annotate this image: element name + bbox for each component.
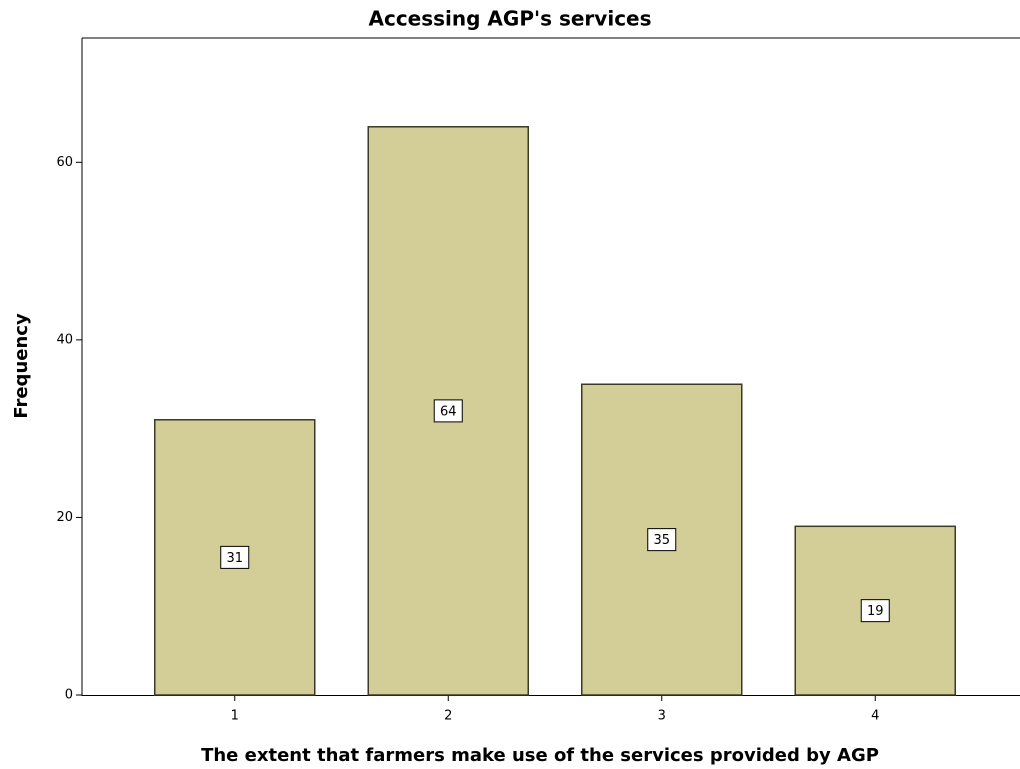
x-axis-title: The extent that farmers make use of the …	[201, 745, 879, 766]
y-tick-label: 0	[65, 688, 73, 703]
x-tick-label: 1	[231, 709, 239, 724]
value-label-box	[220, 545, 250, 569]
y-axis-title: Frequency	[11, 313, 32, 419]
y-tick-label: 60	[56, 155, 73, 170]
value-label: 19	[867, 604, 884, 619]
value-label-box	[860, 599, 890, 623]
value-label-box	[433, 399, 463, 423]
chart-title: Accessing AGP's services	[368, 7, 651, 31]
y-tick-label: 20	[56, 510, 73, 525]
y-tick-label: 40	[56, 332, 73, 347]
x-tick-label: 2	[444, 709, 452, 724]
value-label: 64	[440, 404, 457, 419]
value-label: 31	[226, 551, 243, 566]
value-label: 35	[653, 533, 670, 548]
x-tick-label: 4	[871, 709, 879, 724]
value-label-box	[647, 528, 677, 552]
x-tick-label: 3	[658, 709, 666, 724]
